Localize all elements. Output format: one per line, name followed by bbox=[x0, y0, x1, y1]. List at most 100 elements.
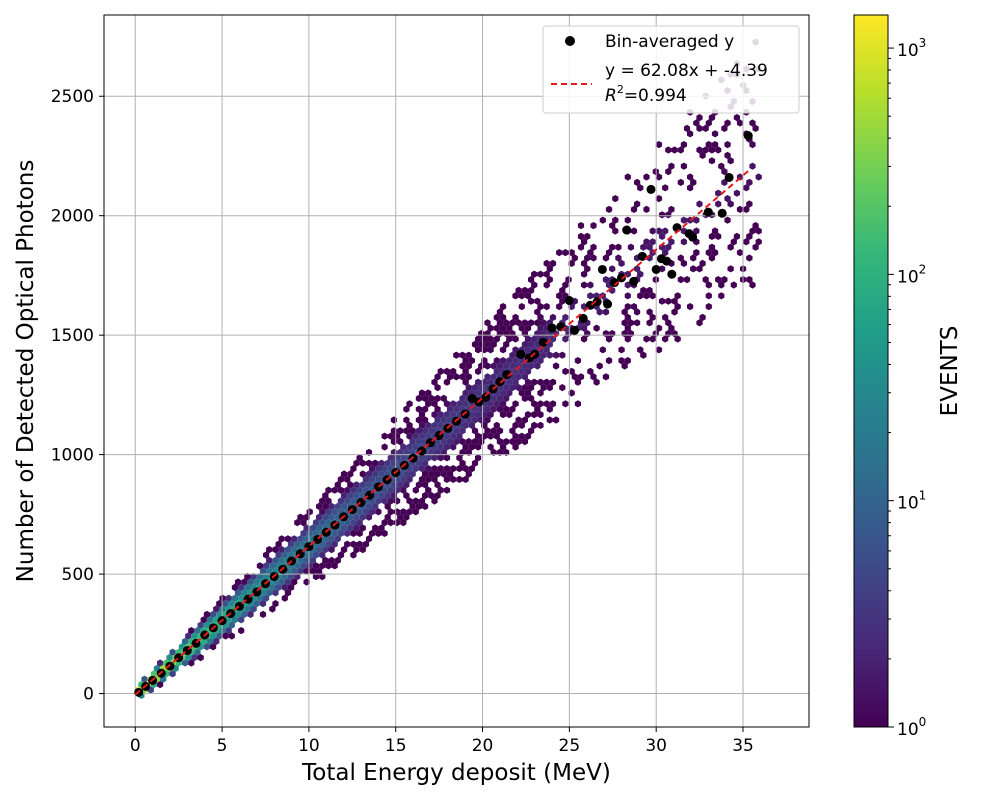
hexbin-cell bbox=[746, 200, 753, 208]
hexbin-cell bbox=[397, 481, 404, 489]
hexbin-cell bbox=[387, 508, 394, 516]
hexbin-cell bbox=[462, 400, 469, 408]
hexbin-cell bbox=[637, 184, 644, 192]
hexbin-cell bbox=[715, 232, 722, 240]
hexbin-cell bbox=[524, 346, 532, 354]
hexbin-cell bbox=[422, 416, 429, 424]
hexbin-cell bbox=[599, 216, 606, 224]
hexbin-cell bbox=[705, 141, 712, 149]
hexbin-cell bbox=[319, 519, 326, 527]
hexbin-cell bbox=[403, 470, 410, 478]
hexbin-cell bbox=[238, 594, 245, 602]
hexbin-cell bbox=[372, 502, 379, 510]
hexbin-cell bbox=[437, 443, 444, 451]
hexbin-cell bbox=[462, 378, 469, 386]
hexbin-cell bbox=[350, 486, 357, 494]
hexbin-cell bbox=[671, 146, 678, 154]
hexbin-cell bbox=[556, 292, 563, 300]
hexbin-cell bbox=[294, 573, 301, 581]
hexbin-cell bbox=[503, 394, 510, 402]
hexbin-cell bbox=[337, 486, 345, 494]
hexbin-cell bbox=[736, 119, 744, 127]
hexbin-cell bbox=[291, 546, 298, 554]
hexbin-cell bbox=[412, 432, 419, 440]
hexbin-cell bbox=[450, 411, 457, 419]
hexbin-cell bbox=[730, 281, 737, 289]
hexbin-cell bbox=[418, 454, 426, 462]
hexbin-cell bbox=[590, 222, 597, 230]
hexbin-cell bbox=[484, 362, 491, 370]
hexbin-cell bbox=[746, 232, 753, 240]
hexbin-cell bbox=[316, 567, 323, 575]
hexbin-cell bbox=[755, 238, 762, 246]
hexbin-cell bbox=[216, 600, 223, 608]
hexbin-cell bbox=[687, 130, 694, 138]
bin-averaged-point bbox=[467, 393, 477, 403]
hexbin-cell bbox=[506, 378, 513, 386]
hexbin-cell bbox=[406, 475, 413, 483]
hexbin-cell bbox=[200, 637, 207, 645]
colorbar-tick-label: 102 bbox=[897, 262, 926, 287]
hexbin-cell bbox=[291, 535, 298, 543]
hexbin-cell bbox=[400, 486, 407, 494]
bin-averaged-point bbox=[703, 207, 713, 217]
hexbin-cell bbox=[263, 573, 270, 581]
hexbin-cell bbox=[711, 141, 719, 149]
hexbin-cell bbox=[680, 162, 687, 170]
hexbin-cell bbox=[375, 529, 382, 537]
hexbin-cell bbox=[372, 524, 379, 532]
hexbin-cell bbox=[499, 389, 507, 397]
hexbin-cell bbox=[325, 540, 332, 548]
hexbin-cell bbox=[752, 222, 759, 230]
hexbin-cell bbox=[350, 497, 357, 505]
hexbin-cell bbox=[702, 146, 709, 154]
hexbin-cell bbox=[537, 313, 544, 321]
hexbin-cell bbox=[397, 513, 404, 521]
hexbin-cell bbox=[213, 637, 220, 645]
hexbin-cell bbox=[680, 238, 687, 246]
hexbin-cell bbox=[546, 405, 553, 413]
hexbin-cell bbox=[181, 637, 189, 645]
hexbin-cell bbox=[306, 508, 313, 516]
hexbin-cell bbox=[524, 378, 532, 386]
hexbin-cell bbox=[362, 540, 369, 548]
hexbin-cell bbox=[515, 416, 522, 424]
hexbin-cell bbox=[574, 400, 581, 408]
hexbin-cell bbox=[312, 519, 320, 527]
hexbin-cell bbox=[316, 524, 323, 532]
bin-averaged-point bbox=[564, 296, 574, 306]
hexbin-cell bbox=[718, 281, 725, 289]
hexbin-cell bbox=[169, 648, 176, 656]
hexbin-cell bbox=[721, 124, 728, 132]
hexbin-cell bbox=[534, 308, 541, 316]
hexbin-cell bbox=[471, 459, 479, 467]
hexbin-cell bbox=[646, 286, 653, 294]
hexbin-cell bbox=[378, 470, 385, 478]
hexbin-cell bbox=[203, 621, 210, 629]
hexbin-cell bbox=[347, 513, 354, 521]
hexbin-cell bbox=[587, 367, 594, 375]
hexbin-cell bbox=[543, 400, 550, 408]
hexbin-cell bbox=[627, 243, 634, 251]
hexbin-cell bbox=[705, 281, 712, 289]
hexbin-cell bbox=[524, 335, 532, 343]
hexbin-cell bbox=[406, 421, 413, 429]
hexbin-cell bbox=[319, 508, 326, 516]
hexbin-cell bbox=[412, 443, 419, 451]
hexbin-cell bbox=[459, 351, 466, 359]
hexbin-cell bbox=[412, 465, 419, 473]
hexbin-cell bbox=[484, 340, 491, 348]
hexbin-cell bbox=[322, 556, 329, 564]
hexbin-cell bbox=[319, 551, 326, 559]
hexbin-cell bbox=[157, 659, 164, 667]
hexbin-cell bbox=[537, 324, 544, 332]
hexbin-cell bbox=[359, 481, 366, 489]
hexbin-cell bbox=[612, 216, 619, 224]
y-tick-label: 1500 bbox=[51, 326, 94, 346]
hexbin-cell bbox=[465, 438, 472, 446]
hexbin-cell bbox=[431, 497, 438, 505]
hexbin-cell bbox=[446, 373, 454, 381]
hexbin-cell bbox=[456, 432, 463, 440]
hexbin-cell bbox=[312, 573, 320, 581]
